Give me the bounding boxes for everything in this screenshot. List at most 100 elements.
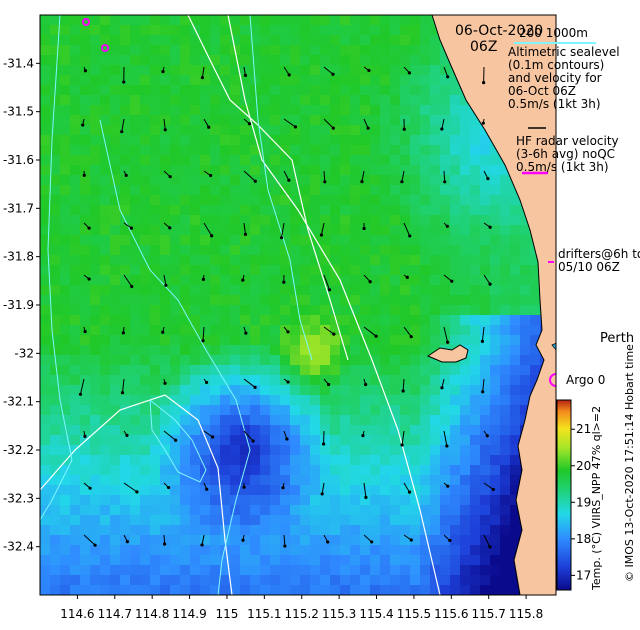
sst-cell: [470, 125, 480, 135]
velocity-arrow-head: [205, 487, 209, 491]
legend-drifters-line: 05/10 06Z: [558, 260, 620, 274]
sst-cell: [100, 575, 110, 585]
sst-cell: [270, 415, 280, 425]
sst-cell: [380, 355, 390, 365]
sst-cell: [190, 505, 200, 515]
sst-cell: [460, 465, 470, 475]
sst-cell: [400, 485, 410, 495]
sst-cell: [320, 415, 330, 425]
sst-cell: [70, 165, 80, 175]
sst-cell: [260, 195, 270, 205]
velocity-arrow-head: [242, 485, 246, 489]
sst-cell: [130, 285, 140, 295]
sst-cell: [500, 265, 510, 275]
sst-cell: [270, 65, 280, 75]
sst-cell: [420, 35, 430, 45]
sst-cell: [420, 385, 430, 395]
sst-cell: [430, 25, 440, 35]
sst-cell: [200, 345, 210, 355]
sst-cell: [220, 425, 230, 435]
sst-cell: [320, 575, 330, 585]
sst-cell: [380, 525, 390, 535]
sst-cell: [460, 235, 470, 245]
sst-cell: [420, 245, 430, 255]
sst-cell: [120, 485, 130, 495]
sst-cell: [330, 165, 340, 175]
sst-cell: [400, 375, 410, 385]
sst-cell: [230, 355, 240, 365]
sst-cell: [320, 205, 330, 215]
sst-cell: [340, 15, 350, 25]
sst-cell: [210, 245, 220, 255]
sst-cell: [190, 225, 200, 235]
sst-cell: [200, 405, 210, 415]
sst-cell: [430, 555, 440, 565]
sst-cell: [430, 325, 440, 335]
sst-cell: [270, 255, 280, 265]
sst-cell: [50, 335, 60, 345]
sst-cell: [460, 155, 470, 165]
sst-cell: [40, 545, 50, 555]
sst-cell: [50, 455, 60, 465]
sst-cell: [450, 185, 460, 195]
sst-cell: [110, 105, 120, 115]
sst-cell: [230, 535, 240, 545]
sst-cell: [50, 135, 60, 145]
sst-cell: [510, 235, 520, 245]
sst-cell: [420, 105, 430, 115]
velocity-arrow: [283, 534, 286, 547]
velocity-arrow-head: [331, 72, 335, 76]
sst-cell: [170, 575, 180, 585]
sst-cell: [130, 365, 140, 375]
sst-cell: [430, 115, 440, 125]
sst-cell: [140, 135, 150, 145]
sst-cell: [480, 505, 490, 515]
sst-cell: [470, 155, 480, 165]
sst-cell: [180, 525, 190, 535]
sst-cell: [160, 245, 170, 255]
sst-cell: [410, 465, 420, 475]
sst-cell: [470, 435, 480, 445]
sst-cell: [320, 155, 330, 165]
sst-cell: [80, 85, 90, 95]
sst-cell: [500, 455, 510, 465]
sst-cell: [440, 255, 450, 265]
sst-cell: [430, 405, 440, 415]
sst-cell: [180, 255, 190, 265]
sst-cell: [160, 565, 170, 575]
sst-cell: [410, 135, 420, 145]
sst-cell: [290, 115, 300, 125]
sst-cell: [110, 255, 120, 265]
sst-cell: [350, 175, 360, 185]
sst-cell: [410, 435, 420, 445]
y-tick-label: -31.8: [3, 250, 34, 264]
sst-cell: [380, 205, 390, 215]
sst-cell: [250, 545, 260, 555]
sst-cell: [120, 465, 130, 475]
sst-cell: [480, 185, 490, 195]
velocity-arrow-head: [481, 390, 485, 394]
sst-cell: [410, 545, 420, 555]
sst-cell: [370, 565, 380, 575]
sst-cell: [430, 205, 440, 215]
sst-cell: [360, 55, 370, 65]
sst-cell: [90, 255, 100, 265]
sst-cell: [450, 455, 460, 465]
sst-cell: [320, 25, 330, 35]
sst-cell: [360, 475, 370, 485]
velocity-arrow: [323, 170, 326, 182]
sst-cell: [270, 185, 280, 195]
sst-cell: [160, 505, 170, 515]
sst-cell: [140, 245, 150, 255]
sst-cell: [410, 475, 420, 485]
sst-cell: [260, 305, 270, 315]
sst-cell: [230, 195, 240, 205]
velocity-arrow-head: [445, 444, 449, 448]
sst-cell: [440, 165, 450, 175]
sst-cell: [60, 155, 70, 165]
sst-cell: [210, 15, 220, 25]
sst-cell: [360, 245, 370, 255]
sst-cell: [330, 415, 340, 425]
sst-cell: [380, 215, 390, 225]
sst-cell: [300, 455, 310, 465]
